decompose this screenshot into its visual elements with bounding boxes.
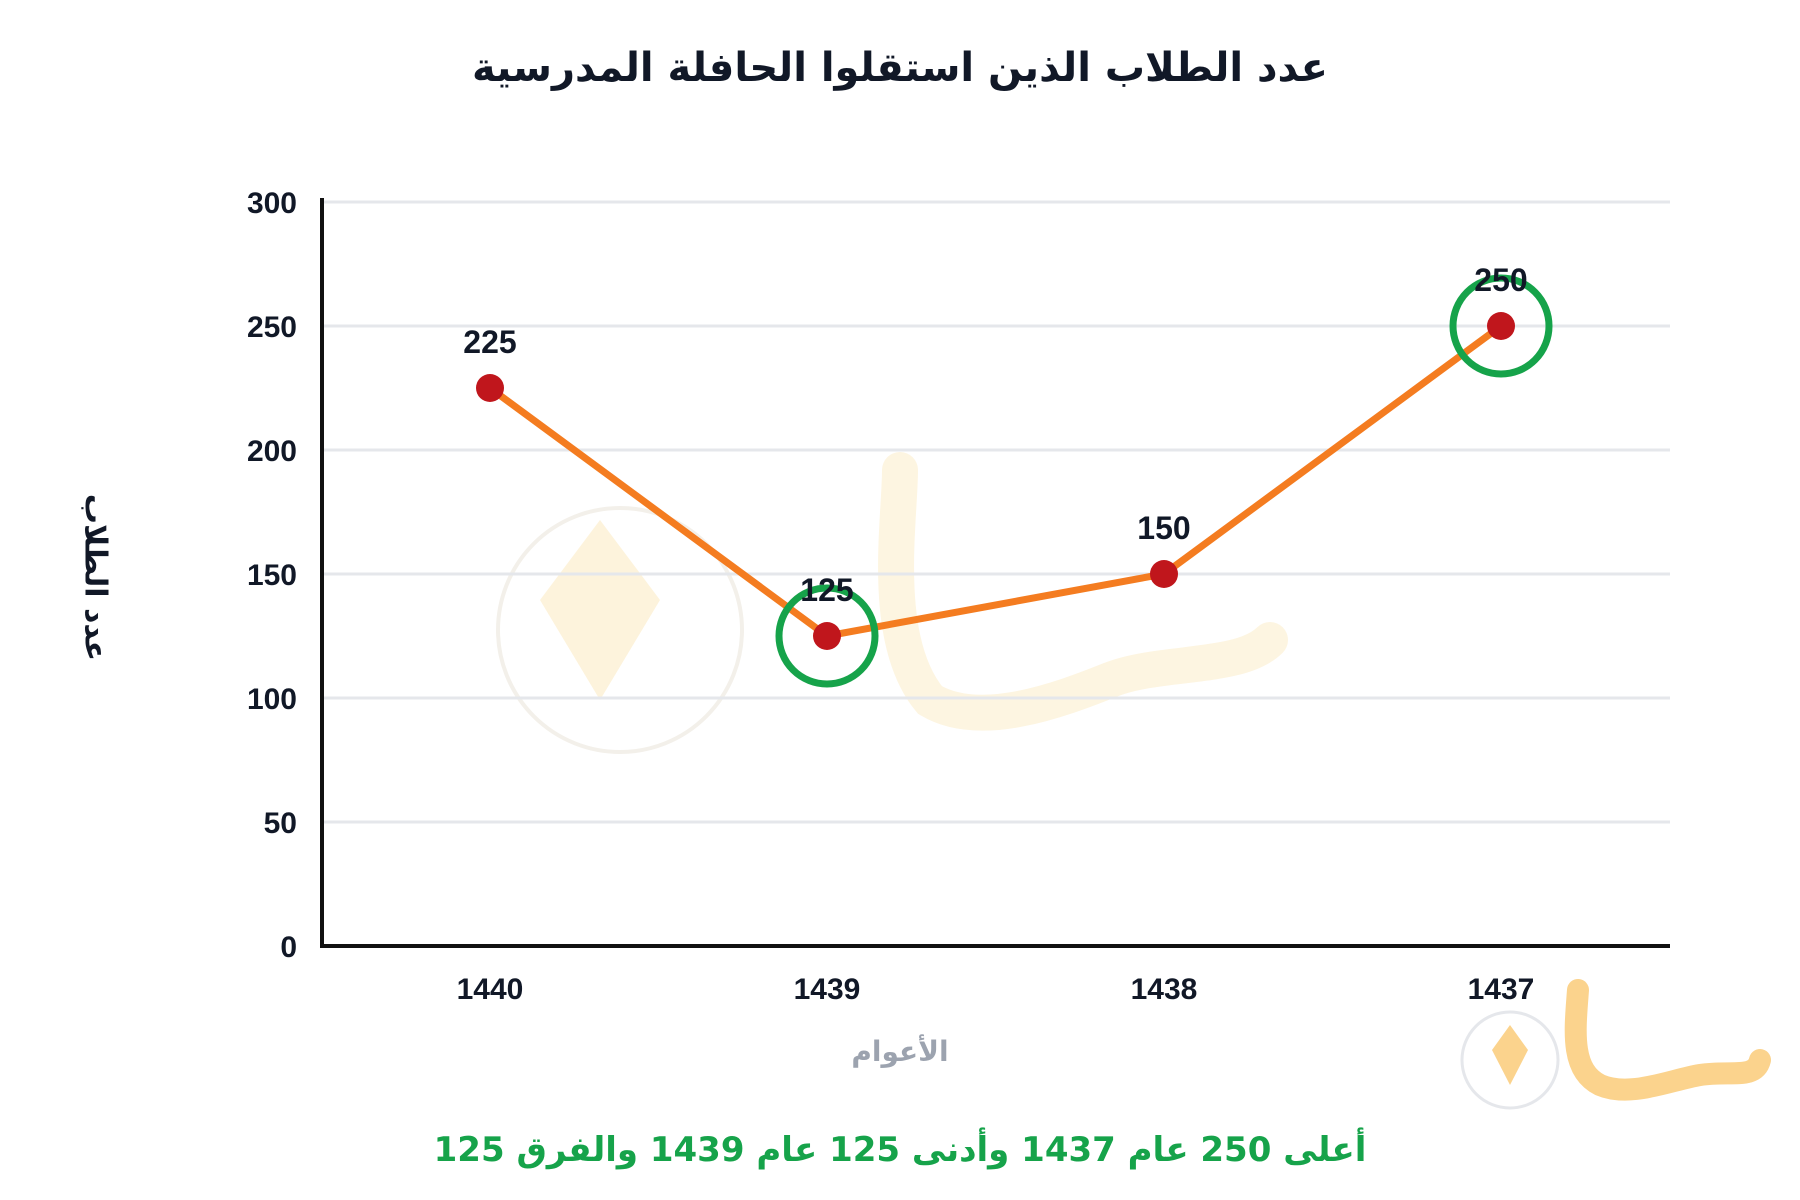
highlight-ring [1449,274,1553,378]
y-tick-label: 50 [264,807,297,840]
series-line [486,322,1505,640]
y-tick-label: 300 [247,187,297,220]
grid-lines [322,200,1670,824]
axes [320,198,1670,948]
y-tick-label: 100 [247,683,297,716]
x-axis-label: الأعوام [851,1035,949,1068]
data-labels: 225 125 150 250 [463,262,1527,608]
x-tick-label: 1440 [457,973,524,1006]
x-tick-label: 1437 [1468,973,1535,1006]
y-tick-label: 0 [280,931,297,964]
data-label: 125 [800,572,853,608]
data-point [813,622,841,650]
data-points [476,312,1515,650]
y-tick-labels: 0 50 100 150 200 250 300 [247,187,297,964]
highlight-ring [775,584,879,688]
data-point [1487,312,1515,340]
x-tick-labels: 1440 1439 1438 1437 [457,973,1535,1006]
y-tick-label: 250 [247,311,297,344]
data-point [1150,560,1178,588]
summary-text: أعلى 250 عام 1437 وأدنى 125 عام 1439 وال… [433,1130,1367,1170]
y-tick-label: 150 [247,559,297,592]
series-line-path [486,322,1505,640]
data-point [476,374,504,402]
y-tick-label: 200 [247,435,297,468]
chart-title: عدد الطلاب الذين استقلوا الحافلة المدرسي… [472,45,1328,91]
data-label: 225 [463,324,516,360]
highlight-rings [775,274,1553,688]
data-label: 250 [1474,262,1527,298]
data-label: 150 [1137,510,1190,546]
x-tick-label: 1438 [1131,973,1198,1006]
x-tick-label: 1439 [794,973,861,1006]
